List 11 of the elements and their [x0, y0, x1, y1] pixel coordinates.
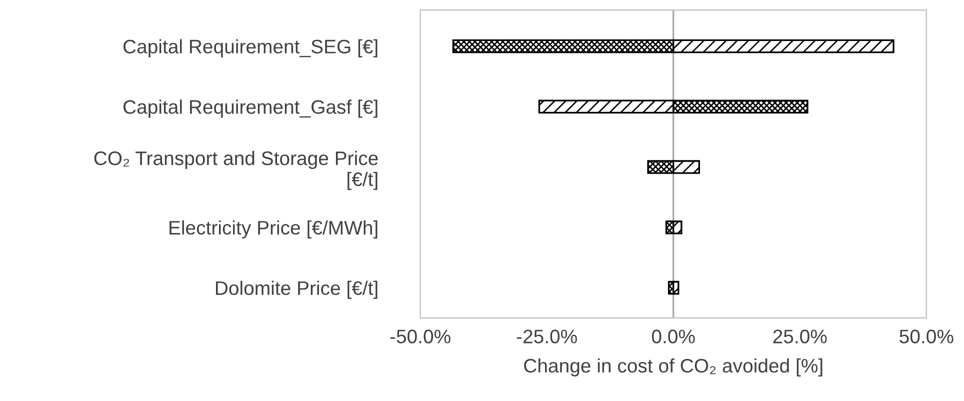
y-tick-label: Dolomite Price [€/t] [216, 280, 378, 299]
x-tick-label: 0.0% [652, 330, 695, 344]
y-tick-label: Electricity Price [€/MWh] [170, 220, 378, 238]
y-tick-label: Capital Requirement_SEG [€] [123, 39, 378, 58]
x-tick-label: 25.0% [773, 330, 827, 344]
y-tick-label: Capital Requirement_Gasf [€] [123, 100, 378, 118]
x-tick-label: -50.0% [390, 330, 450, 344]
x-tick-label: 50.0% [900, 330, 954, 344]
x-axis-title: Change in cost of CO₂ avoided [%] [524, 358, 822, 376]
x-tick-label: -25.0% [516, 330, 577, 344]
y-tick-label: CO₂ Transport and Storage Price [€/t] [94, 150, 378, 190]
